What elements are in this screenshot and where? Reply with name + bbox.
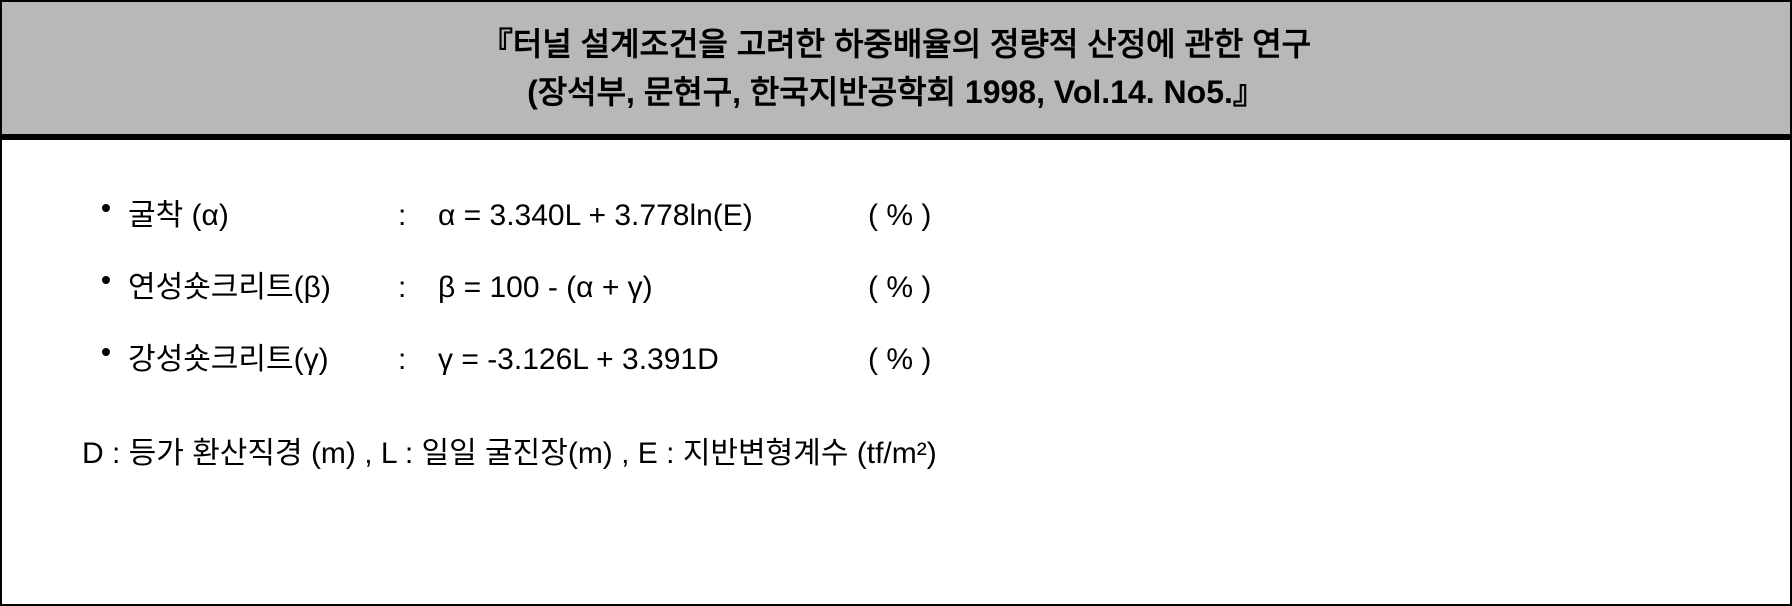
formula-expression: α = 3.340L + 3.778ln(E)	[438, 199, 868, 233]
formula-colon: :	[398, 271, 438, 305]
bullet-icon	[102, 348, 110, 356]
bullet-icon	[102, 204, 110, 212]
title-line-1: 『터널 설계조건을 고려한 하중배율의 정량적 산정에 관한 연구	[22, 20, 1770, 68]
document-container: 『터널 설계조건을 고려한 하중배율의 정량적 산정에 관한 연구 (장석부, …	[0, 0, 1792, 606]
formula-colon: :	[398, 343, 438, 377]
title-line-2: (장석부, 문현구, 한국지반공학회 1998, Vol.14. No5.』	[22, 68, 1770, 116]
formula-unit: ( % )	[868, 199, 931, 233]
formula-unit: ( % )	[868, 343, 931, 377]
document-content: 굴착 (α) : α = 3.340L + 3.778ln(E) ( % ) 연…	[2, 140, 1790, 604]
formula-item-gamma: 강성숏크리트(γ) : γ = -3.126L + 3.391D ( % )	[102, 334, 1710, 378]
formula-label: 굴착 (α)	[128, 190, 398, 234]
bullet-icon	[102, 276, 110, 284]
formula-label: 연성숏크리트(β)	[128, 262, 398, 306]
formula-expression: β = 100 - (α + γ)	[438, 271, 868, 305]
formula-item-beta: 연성숏크리트(β) : β = 100 - (α + γ) ( % )	[102, 262, 1710, 306]
formula-expression: γ = -3.126L + 3.391D	[438, 343, 868, 377]
formula-item-alpha: 굴착 (α) : α = 3.340L + 3.778ln(E) ( % )	[102, 190, 1710, 234]
document-header: 『터널 설계조건을 고려한 하중배율의 정량적 산정에 관한 연구 (장석부, …	[2, 2, 1790, 140]
formula-list: 굴착 (α) : α = 3.340L + 3.778ln(E) ( % ) 연…	[102, 190, 1710, 378]
formula-colon: :	[398, 199, 438, 233]
formula-label: 강성숏크리트(γ)	[128, 334, 398, 378]
variable-definitions: D : 등가 환산직경 (m) , L : 일일 굴진장(m) , E : 지반…	[82, 428, 1710, 472]
formula-unit: ( % )	[868, 271, 931, 305]
